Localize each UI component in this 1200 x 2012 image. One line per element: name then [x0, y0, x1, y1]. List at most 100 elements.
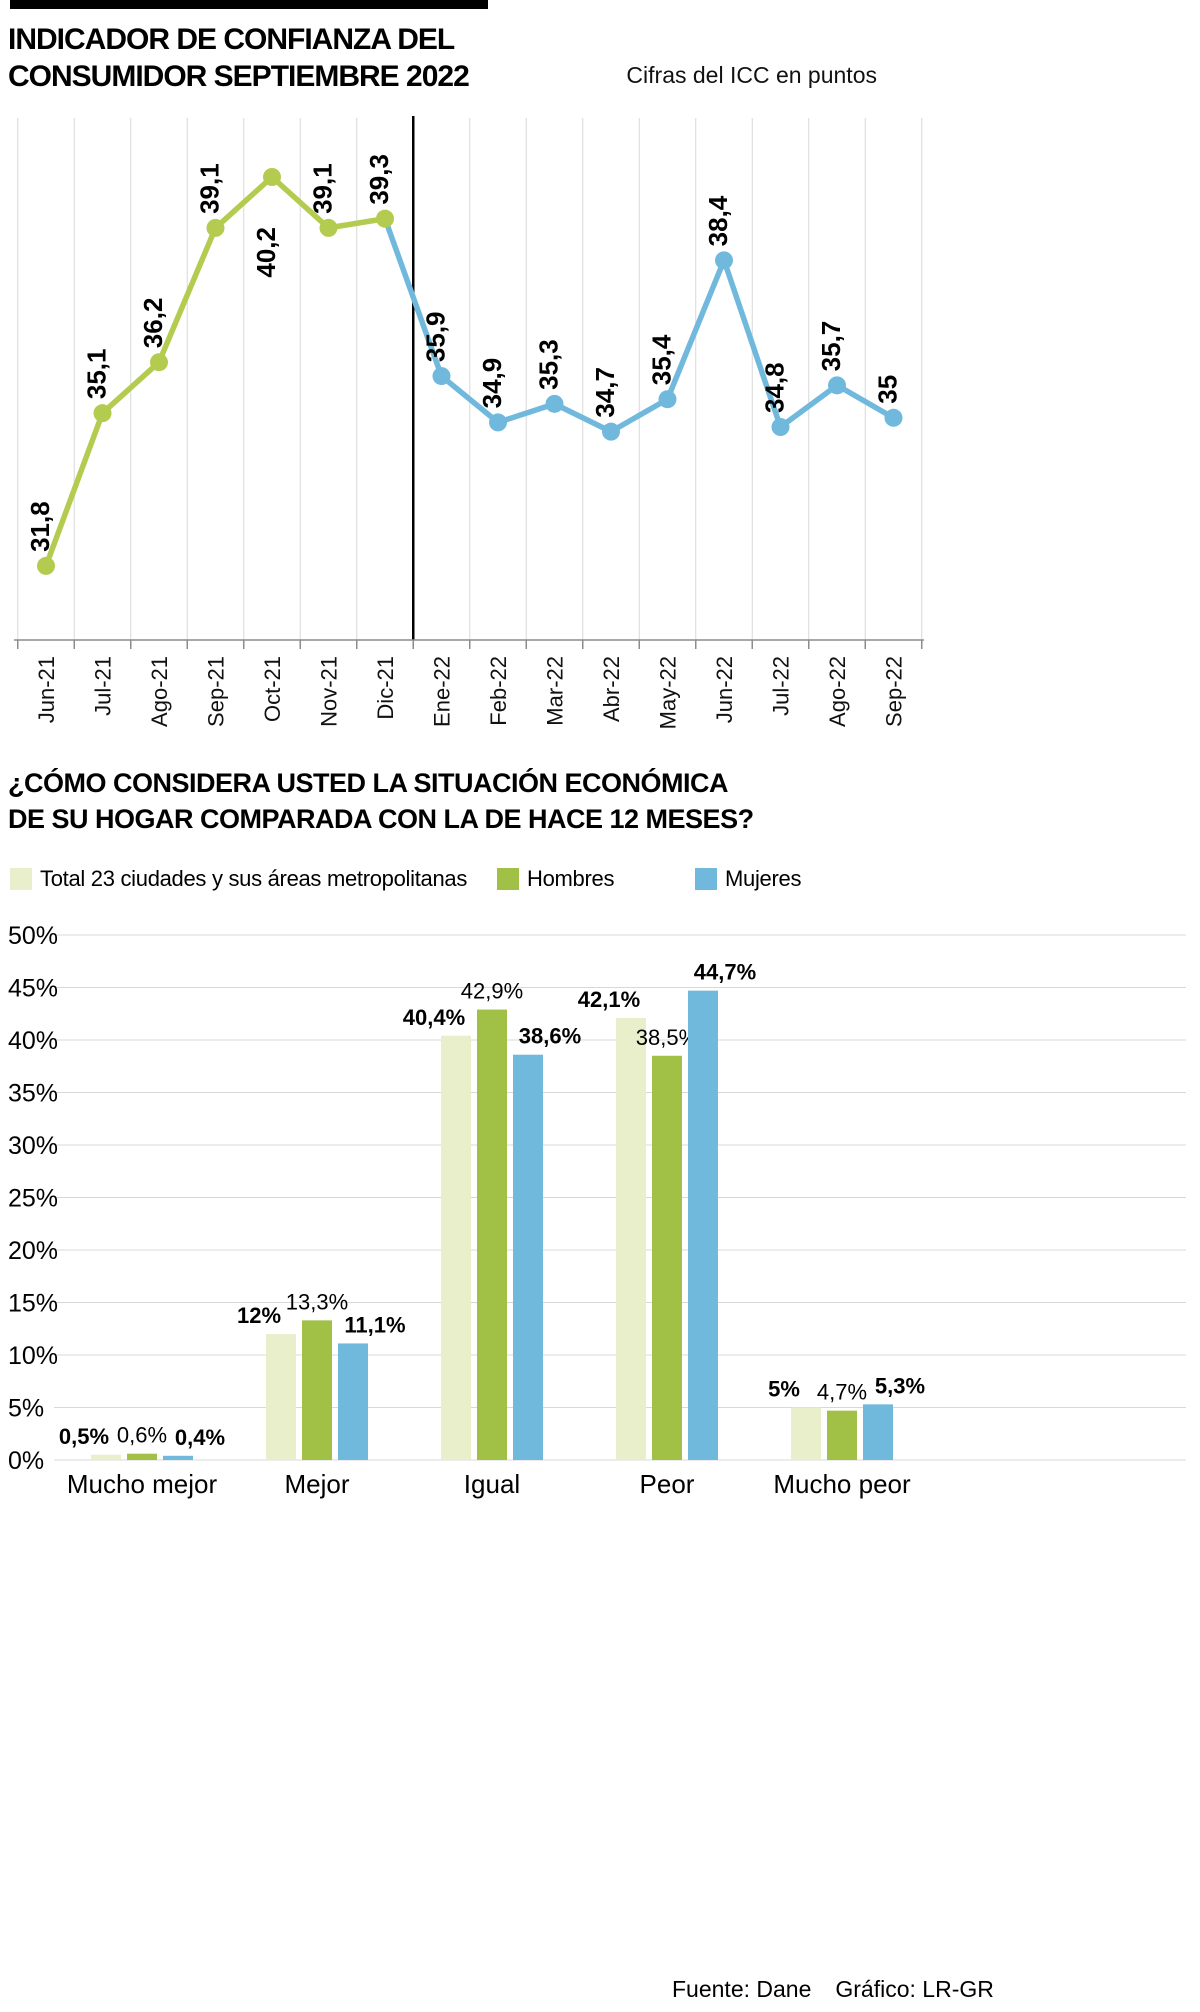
bar-value-label: 42,9%	[461, 979, 523, 1004]
point-value-label: 31,8	[25, 501, 55, 552]
bar-series-0	[91, 1454, 121, 1460]
legend-swatch-mujeres	[695, 868, 717, 890]
bar-value-label: 0,5%	[59, 1424, 109, 1449]
line-2022	[382, 215, 897, 435]
data-point	[263, 168, 281, 186]
data-point	[828, 376, 846, 395]
data-point	[715, 251, 733, 270]
x-axis-label: Sep-22	[882, 656, 907, 727]
point-value-label: 35,7	[816, 321, 846, 372]
bar-series-1	[302, 1320, 332, 1460]
y-axis-label: 10%	[8, 1342, 58, 1370]
point-value-label: 39,1	[308, 163, 338, 214]
bar-series-2	[863, 1404, 893, 1460]
bar-series-0	[791, 1407, 821, 1460]
x-axis-label: Jul-21	[91, 656, 116, 716]
bar-series-2	[338, 1343, 368, 1460]
data-point	[432, 367, 451, 386]
bar-series-1	[652, 1055, 682, 1460]
x-axis-label: Jun-21	[34, 656, 59, 723]
data-point	[489, 413, 507, 432]
data-point	[376, 209, 394, 228]
point-value-label: 34,9	[477, 358, 507, 409]
bar-value-label: 4,7%	[817, 1380, 867, 1405]
bar-series-1	[127, 1453, 157, 1460]
y-axis-label: 15%	[8, 1290, 58, 1318]
point-value-label: 35,9	[421, 311, 451, 362]
main-title: INDICADOR DE CONFIANZA DEL CONSUMIDOR SE…	[8, 22, 470, 95]
bar-series-1	[827, 1410, 857, 1460]
x-axis-label: Abr-22	[599, 656, 624, 722]
category-label: Mucho mejor	[67, 1469, 218, 1499]
bar-value-label: 38,6%	[519, 1024, 581, 1049]
bar-value-label: 0,6%	[117, 1423, 167, 1448]
data-point	[545, 394, 564, 413]
bar-value-label: 5%	[768, 1377, 800, 1402]
point-value-label: 34,8	[760, 362, 790, 413]
bar-series-0	[441, 1035, 471, 1460]
category-label: Igual	[464, 1469, 520, 1499]
bar-series-0	[266, 1334, 296, 1460]
chart-unit-label: Cifras del ICC en puntos	[626, 62, 877, 88]
point-value-label: 38,4	[703, 195, 733, 246]
legend-label-total: Total 23 ciudades y sus áreas metropolit…	[40, 866, 468, 891]
x-axis-label: Jul-22	[769, 656, 794, 716]
y-axis-label: 50%	[8, 922, 58, 950]
bar-value-label: 40,4%	[403, 1005, 465, 1030]
bar-series-0	[616, 1017, 646, 1460]
category-label: Mucho peor	[773, 1469, 911, 1499]
x-axis-label: Ago-21	[147, 656, 172, 727]
x-axis-label: Dic-21	[373, 656, 398, 720]
point-value-label: 35,1	[82, 349, 112, 400]
main-title-line2: CONSUMIDOR SEPTIEMBRE 2022	[8, 59, 470, 93]
x-axis-label: Jun-22	[712, 656, 737, 723]
data-point	[93, 404, 112, 423]
y-axis-label: 40%	[8, 1027, 58, 1055]
y-axis-label: 25%	[8, 1185, 58, 1213]
x-axis-label: May-22	[656, 656, 681, 729]
point-value-label: 35,4	[647, 334, 677, 385]
y-axis-label: 20%	[8, 1237, 58, 1265]
y-axis-label: 5%	[8, 1395, 44, 1423]
question-title: ¿CÓMO CONSIDERA USTED LA SITUACIÓN ECONÓ…	[8, 766, 754, 837]
source-credit: Fuente: Dane	[672, 1976, 812, 2002]
legend-item-total: Total 23 ciudades y sus áreas metropolit…	[10, 866, 467, 892]
legend-swatch-total	[10, 868, 32, 890]
top-rule	[10, 0, 488, 9]
bar-value-label: 0,4%	[175, 1425, 225, 1450]
x-axis-label: Ene-22	[430, 656, 455, 727]
household-situation-bar-chart: 0% 5% 10% 15% 20% 25% 30% 35% 40% 45% 50% 0,5% 0,6% 0…	[8, 922, 1186, 1499]
graphic-credit: Gráfico: LR-GR	[835, 1976, 994, 2002]
data-point	[658, 390, 677, 409]
x-axis-label: Oct-21	[260, 656, 285, 722]
x-axis-label: Nov-21	[317, 656, 342, 727]
category-label: Mejor	[284, 1469, 349, 1499]
question-title-line2: DE SU HOGAR COMPARADA CON LA DE HACE 12 …	[8, 803, 754, 834]
y-axis-label: 30%	[8, 1132, 58, 1160]
bar-series-1	[477, 1009, 507, 1460]
bar-value-label: 13,3%	[286, 1289, 348, 1314]
main-title-line1: INDICADOR DE CONFIANZA DEL	[8, 23, 455, 56]
category-label: Peor	[640, 1469, 695, 1499]
point-value-label: 34,7	[590, 367, 620, 418]
legend-label-hombres: Hombres	[527, 866, 615, 891]
data-point	[319, 218, 338, 237]
legend-item-hombres: Hombres	[497, 866, 614, 892]
y-axis-label: 35%	[8, 1080, 58, 1108]
point-value-label: 35	[873, 375, 903, 404]
legend-swatch-hombres	[497, 868, 519, 890]
legend-label-mujeres: Mujeres	[725, 866, 802, 891]
point-value-label: 36,2	[138, 298, 168, 349]
point-value-label: 40,2	[251, 227, 281, 278]
data-point	[884, 408, 903, 427]
bar-value-label: 44,7%	[694, 960, 756, 985]
legend-item-mujeres: Mujeres	[695, 866, 801, 892]
data-point	[37, 556, 55, 575]
bar-value-label: 42,1%	[578, 987, 640, 1012]
x-axis-label: Sep-21	[204, 656, 229, 727]
icc-line-chart: 31,8 35,1 36,2 39,1 40,2 39,1 39,3 35,9 34,9 35,3…	[14, 116, 924, 729]
bar-value-label: 5,3%	[875, 1373, 925, 1398]
point-value-label: 35,3	[534, 339, 564, 390]
data-point	[150, 353, 168, 372]
